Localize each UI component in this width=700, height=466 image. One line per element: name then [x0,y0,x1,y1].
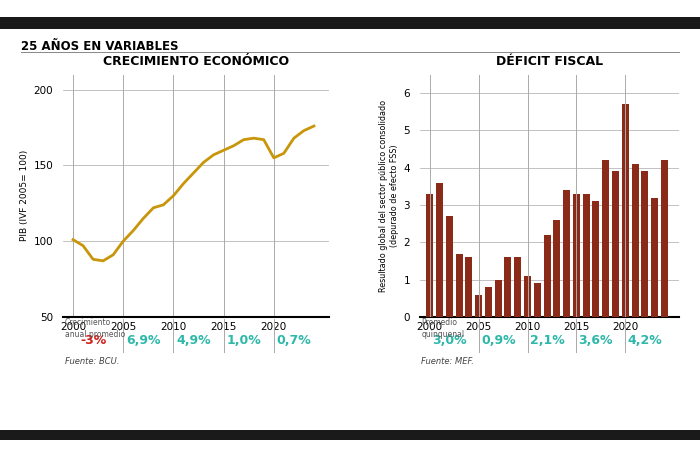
Bar [553,220,560,317]
Bar [582,194,589,317]
Text: -3%: -3% [80,334,106,347]
Text: Fuente: MEF.: Fuente: MEF. [421,356,475,366]
Bar [622,104,629,317]
Bar [505,257,512,317]
Bar [641,171,648,317]
Text: 1,0%: 1,0% [226,334,261,347]
Text: 3,6%: 3,6% [579,334,613,347]
Bar [466,257,472,317]
Bar [563,190,570,317]
Bar [524,276,531,317]
Bar [485,287,492,317]
Text: Crecimiento
anual promedio: Crecimiento anual promedio [65,318,125,339]
Bar [661,160,668,317]
Text: 0,7%: 0,7% [276,334,312,347]
Text: 4,9%: 4,9% [176,334,211,347]
Title: DÉFICIT FISCAL: DÉFICIT FISCAL [496,55,603,68]
Text: 6,9%: 6,9% [126,334,160,347]
Bar [446,216,453,317]
Text: Promedio
quinquenal: Promedio quinquenal [421,318,465,339]
Bar [602,160,609,317]
Y-axis label: Resultado global del sector público consolidado
(depurado de efecto FSS): Resultado global del sector público cons… [379,100,400,292]
Title: CRECIMIENTO ECONÓMICO: CRECIMIENTO ECONÓMICO [103,55,289,68]
Bar [543,235,551,317]
Bar [475,295,482,317]
Y-axis label: PIB (IVF 2005= 100): PIB (IVF 2005= 100) [20,150,29,241]
Bar [612,171,619,317]
Bar [514,257,522,317]
Text: Fuente: BCU.: Fuente: BCU. [65,356,120,366]
Bar [592,201,599,317]
Bar [631,164,638,317]
Bar [651,198,658,317]
Bar [456,254,463,317]
Text: 4,2%: 4,2% [627,334,662,347]
Text: 25 AÑOS EN VARIABLES: 25 AÑOS EN VARIABLES [21,40,178,53]
Bar [495,280,502,317]
Bar [426,194,433,317]
Text: 3,0%: 3,0% [432,334,467,347]
Bar [534,283,541,317]
Text: 0,9%: 0,9% [481,334,515,347]
Bar [573,194,580,317]
Text: 2,1%: 2,1% [530,334,564,347]
Bar [436,183,443,317]
